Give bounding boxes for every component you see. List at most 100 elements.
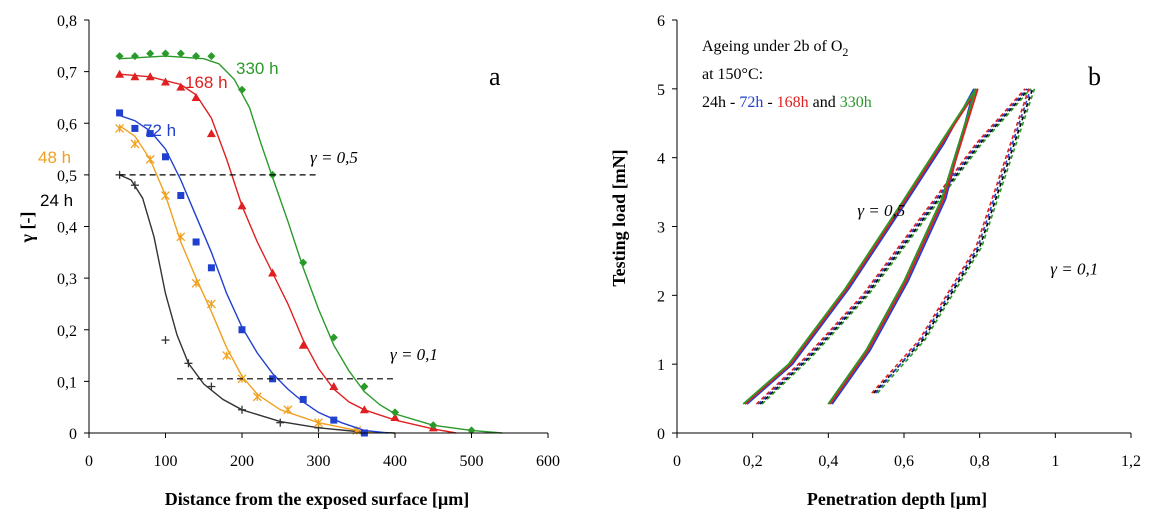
chart-b-axes (672, 19, 1132, 438)
y-axis-title-a: γ [-] (17, 212, 37, 244)
x-axis-title-a: Distance from the exposed surface [µm] (165, 489, 469, 509)
series-label-168-h: 168 h (185, 73, 228, 92)
data-point-168-h (176, 82, 186, 91)
legend-line-1-text: Ageing under 2b of O (702, 38, 842, 55)
y-tick-label-a: 0,4 (57, 220, 77, 237)
data-point-48-h (206, 299, 216, 309)
data-point-48-h (191, 278, 201, 288)
x-tick-label-a: 100 (154, 453, 178, 470)
x-axis-title-b: Penetration depth [µm] (807, 489, 987, 509)
data-point-24-h (276, 418, 285, 427)
chart-b-marks (742, 88, 1036, 405)
data-point-168-h (191, 92, 201, 101)
x-tick-label-a: 400 (383, 453, 407, 470)
data-point-72-h (330, 416, 338, 424)
legend-line-2: at 150°C: (702, 66, 763, 83)
annotation-gamma-0-1: γ = 0,1 (1050, 260, 1098, 279)
data-point-48-h (130, 139, 140, 149)
series-label-48-h: 48 h (38, 148, 71, 167)
x-tick-label-a: 600 (536, 453, 560, 470)
dashed-curve-168h-0 (755, 88, 1026, 405)
x-tick-label-b: 1 (1051, 453, 1059, 470)
y-tick-label-a: 0,2 (57, 323, 77, 340)
data-point-168-h (237, 201, 247, 210)
data-point-168-h (130, 72, 140, 81)
dashed-curve-72h-1 (874, 88, 1032, 394)
data-point-24-h (238, 405, 246, 414)
data-point-168-h (329, 382, 339, 391)
data-point-330-h (299, 258, 308, 267)
series-label-24-h: 24 h (40, 191, 73, 210)
dashed-curve-168h-1 (871, 88, 1030, 394)
data-point-24-h (130, 181, 139, 190)
chart-b-annotations: γ = 0,5 γ = 0,1 (857, 201, 1098, 279)
data-point-48-h (176, 232, 186, 242)
data-point-330-h (360, 382, 369, 391)
data-point-48-h (283, 405, 293, 415)
data-point-168-h (145, 72, 155, 81)
reference-label-0-5: γ = 0,5 (310, 148, 358, 167)
data-point-330-h (161, 49, 170, 58)
fit-curve-168-h (119, 73, 457, 434)
annotation-gamma-0-5: γ = 0,5 (857, 201, 905, 220)
legend-item-3: - (763, 94, 776, 111)
y-tick-label-b: 1 (657, 357, 665, 374)
data-point-72-h (207, 264, 215, 272)
data-point-330-h (429, 421, 438, 430)
data-point-48-h (161, 191, 170, 200)
x-tick-label-b: 0,6 (894, 453, 914, 470)
data-point-330-h (329, 333, 338, 342)
data-point-72-h (146, 130, 154, 138)
legend-item-1: - (726, 94, 739, 111)
panel-label-b: b (1088, 62, 1101, 91)
y-tick-label-a: 0,7 (57, 65, 77, 82)
solid-curve-24h-0 (744, 88, 977, 405)
data-point-48-h (115, 123, 125, 133)
data-point-72-h (116, 109, 124, 117)
data-point-330-h (238, 85, 246, 94)
x-tick-label-a: 300 (307, 453, 331, 470)
y-tick-label-a: 0,1 (57, 374, 77, 391)
data-point-24-h (207, 382, 216, 391)
data-point-168-h (359, 405, 369, 414)
y-tick-label-a: 0,6 (57, 116, 77, 133)
dashed-curve-24h-1 (873, 88, 1034, 394)
x-tick-label-a: 0 (85, 453, 93, 470)
reference-label-0-1: γ = 0,1 (390, 345, 438, 364)
data-point-330-h (467, 426, 476, 435)
data-point-168-h (161, 77, 170, 86)
chart-a-marks (115, 49, 503, 437)
x-tick-label-b: 0,2 (743, 453, 763, 470)
legend-line-1: Ageing under 2b of O2 (702, 38, 848, 59)
solid-curve-168h-0 (744, 88, 979, 405)
data-point-330-h (176, 49, 185, 58)
dashed-curve-24h-0 (759, 88, 1030, 405)
dashed-curve-72h-0 (757, 88, 1028, 405)
legend-item-0: 24h (702, 94, 726, 111)
data-point-72-h (192, 238, 200, 246)
y-tick-label-b: 6 (657, 13, 665, 30)
data-point-24-h (161, 336, 170, 345)
fit-curve-24-h (119, 174, 396, 434)
chart-a-tick-labels: 0 100 200 300 400 500 600 0 0,1 0,2 0,3 0,4 0,5 0,6 0,… (57, 13, 560, 470)
dashed-curve-330h-0 (761, 88, 1032, 405)
data-point-72-h (131, 124, 139, 132)
data-point-330-h (130, 52, 139, 61)
y-tick-label-b: 3 (657, 220, 665, 237)
data-point-24-h (184, 359, 193, 368)
solid-curve-72h-0 (746, 88, 975, 405)
chart-a-axes (84, 19, 549, 438)
chart-a-reference-lines: γ = 0,5 γ = 0,1 (119, 148, 438, 380)
data-point-168-h (390, 413, 400, 422)
y-tick-label-b: 5 (657, 82, 665, 99)
data-point-168-h (206, 129, 216, 138)
y-axis-title-b: Testing load [mN] (609, 149, 629, 286)
fit-curve-330-h (119, 55, 503, 434)
legend-item-4: 168h (777, 94, 809, 111)
legend-item-2: 72h (739, 94, 763, 111)
solid-curve-168h-1 (829, 88, 979, 405)
x-tick-label-b: 1,2 (1121, 453, 1141, 470)
series-label-72-h: 72 h (143, 121, 176, 140)
data-point-72-h (162, 153, 169, 161)
